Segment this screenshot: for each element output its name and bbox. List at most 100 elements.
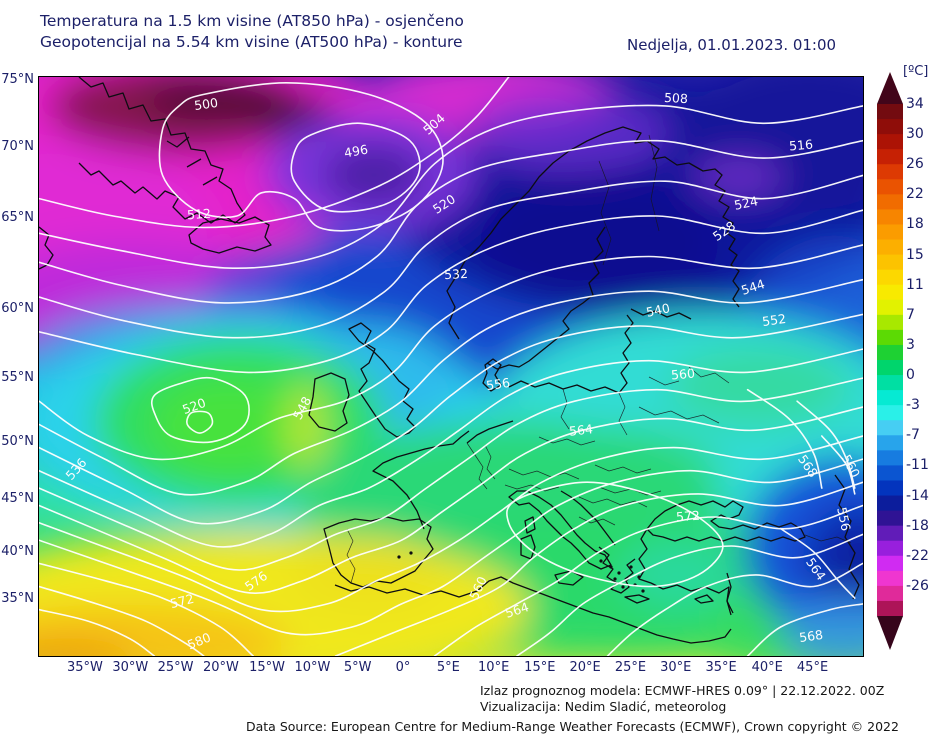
coastline bbox=[554, 570, 584, 586]
country-border bbox=[346, 528, 356, 584]
colorbar-segment bbox=[877, 570, 903, 587]
contour-value-label: 576 bbox=[241, 567, 270, 594]
colorbar-segment bbox=[877, 179, 903, 195]
colorbar-segment bbox=[877, 224, 903, 241]
contour-value-label: 564 bbox=[803, 555, 830, 584]
geopotential-contour-548 bbox=[39, 435, 863, 613]
coastline bbox=[334, 576, 732, 644]
geopotential-contour-580 bbox=[39, 608, 156, 656]
colorbar-tick-label: -3 bbox=[906, 397, 920, 414]
colorbar-segment bbox=[877, 284, 903, 301]
colorbar-segment bbox=[877, 450, 903, 466]
lon-tick-label: 0° bbox=[395, 660, 411, 675]
coastline bbox=[630, 308, 692, 320]
island-dot bbox=[409, 551, 413, 555]
island-dot bbox=[599, 559, 603, 563]
geopotential-contour-564 bbox=[779, 527, 856, 599]
contour-value-label: 516 bbox=[788, 136, 814, 154]
contour-value-label: 520 bbox=[430, 191, 459, 217]
geopotential-contour-572 bbox=[506, 481, 724, 588]
coastline bbox=[638, 528, 652, 584]
contour-value-label: 500 bbox=[193, 95, 220, 114]
geopotential-contour-552 bbox=[39, 458, 863, 636]
geopotential-contour-504 bbox=[39, 77, 510, 229]
country-border bbox=[594, 464, 652, 474]
colorbar-tick-label: 18 bbox=[906, 216, 924, 233]
colorbar-segment bbox=[877, 344, 903, 361]
lon-tick-label: 15°E bbox=[524, 660, 556, 675]
lat-tick-label: 50°N bbox=[1, 433, 34, 449]
lat-tick-label: 75°N bbox=[1, 72, 34, 88]
temperature-shading-blobs bbox=[39, 77, 863, 656]
island-dot bbox=[613, 577, 617, 581]
contour-value-label: 524 bbox=[732, 193, 760, 214]
contour-value-label: 568 bbox=[798, 626, 824, 645]
colorbar-segment bbox=[877, 555, 903, 572]
valid-datetime: Nedjelja, 01.01.2023. 01:00 bbox=[627, 36, 837, 54]
lat-tick-label: 65°N bbox=[1, 209, 34, 225]
contour-value-label: 568 bbox=[794, 452, 821, 481]
country-border bbox=[466, 442, 488, 490]
island-dot bbox=[621, 585, 625, 589]
lon-tick-label: 5°W bbox=[343, 660, 372, 675]
coastline bbox=[598, 546, 636, 594]
geopotential-contour-564 bbox=[516, 533, 863, 656]
colorbar-tick-label: -7 bbox=[906, 427, 920, 444]
lon-tick-label: 10°W bbox=[294, 660, 331, 675]
contour-labels-overlay: 500 496 504 508 512 516 520 524 528 532 536 540 544 5… bbox=[39, 77, 863, 656]
colorbar-segment bbox=[877, 420, 903, 436]
geopotential-contours-layer bbox=[39, 77, 863, 656]
coastline bbox=[646, 500, 806, 542]
coastline bbox=[520, 534, 536, 560]
coastline bbox=[482, 358, 502, 392]
colorbar-segment bbox=[877, 390, 903, 406]
coastline bbox=[39, 226, 54, 270]
geopotential-contour-532 bbox=[39, 313, 863, 525]
country-border bbox=[648, 134, 660, 232]
contour-value-label: 556 bbox=[834, 505, 854, 532]
coastline bbox=[188, 216, 272, 254]
country-border bbox=[484, 444, 496, 480]
lon-tick-label: 40°E bbox=[751, 660, 783, 675]
lat-tick-label: 70°N bbox=[1, 139, 34, 155]
geopotential-contour-572 bbox=[39, 562, 254, 656]
geopotential-contour-inner bbox=[186, 410, 214, 434]
colorbar-segment bbox=[877, 194, 903, 210]
country-border bbox=[578, 516, 616, 526]
colorbar-segment bbox=[877, 495, 903, 512]
geopotential-contour-508 bbox=[39, 104, 863, 270]
colorbar-unit-label: [ºC] bbox=[903, 64, 929, 79]
contour-value-label: 560 bbox=[466, 574, 491, 603]
colorbar-segment bbox=[877, 299, 903, 316]
lat-tick-label: 35°N bbox=[1, 590, 34, 606]
contour-value-label: 548 bbox=[289, 394, 315, 423]
colorbar-tick-label: -18 bbox=[906, 517, 929, 534]
colorbar-tick-label: -14 bbox=[906, 487, 929, 504]
coastline bbox=[446, 126, 740, 340]
lon-tick-label: 5°E bbox=[436, 660, 460, 675]
colorbar-tick-label: 0 bbox=[906, 367, 915, 384]
coastline bbox=[508, 490, 612, 570]
title-line-1: Temperatura na 1.5 km visine (AT850 hPa)… bbox=[40, 12, 464, 30]
geopotential-contour-500 bbox=[158, 81, 444, 232]
country-border bbox=[688, 366, 730, 384]
country-border bbox=[560, 388, 570, 430]
page-title: Temperatura na 1.5 km visine (AT850 hPa)… bbox=[40, 11, 464, 53]
coastline bbox=[308, 372, 350, 432]
colorbar-tick-label: -11 bbox=[906, 457, 929, 474]
country-border bbox=[618, 392, 628, 436]
country-border bbox=[598, 160, 612, 266]
coastline bbox=[624, 594, 650, 604]
contour-value-label: 552 bbox=[761, 311, 787, 330]
lon-tick-label: 25°W bbox=[157, 660, 194, 675]
lon-tick-label: 45°E bbox=[796, 660, 829, 675]
geopotential-contour-528 bbox=[39, 278, 863, 496]
contour-value-label: 560 bbox=[838, 452, 863, 481]
geopotential-contour-568 bbox=[746, 388, 823, 489]
model-credit: Izlaz prognoznog modela: ECMWF-HRES 0.09… bbox=[480, 683, 885, 698]
colorbar-segment bbox=[877, 375, 903, 391]
contour-value-label: 532 bbox=[443, 265, 469, 282]
contour-value-label: 564 bbox=[503, 598, 531, 621]
visualization-credit: Vizualizacija: Nedim Sladić, meteorolog bbox=[480, 699, 727, 714]
coastline bbox=[694, 594, 714, 604]
